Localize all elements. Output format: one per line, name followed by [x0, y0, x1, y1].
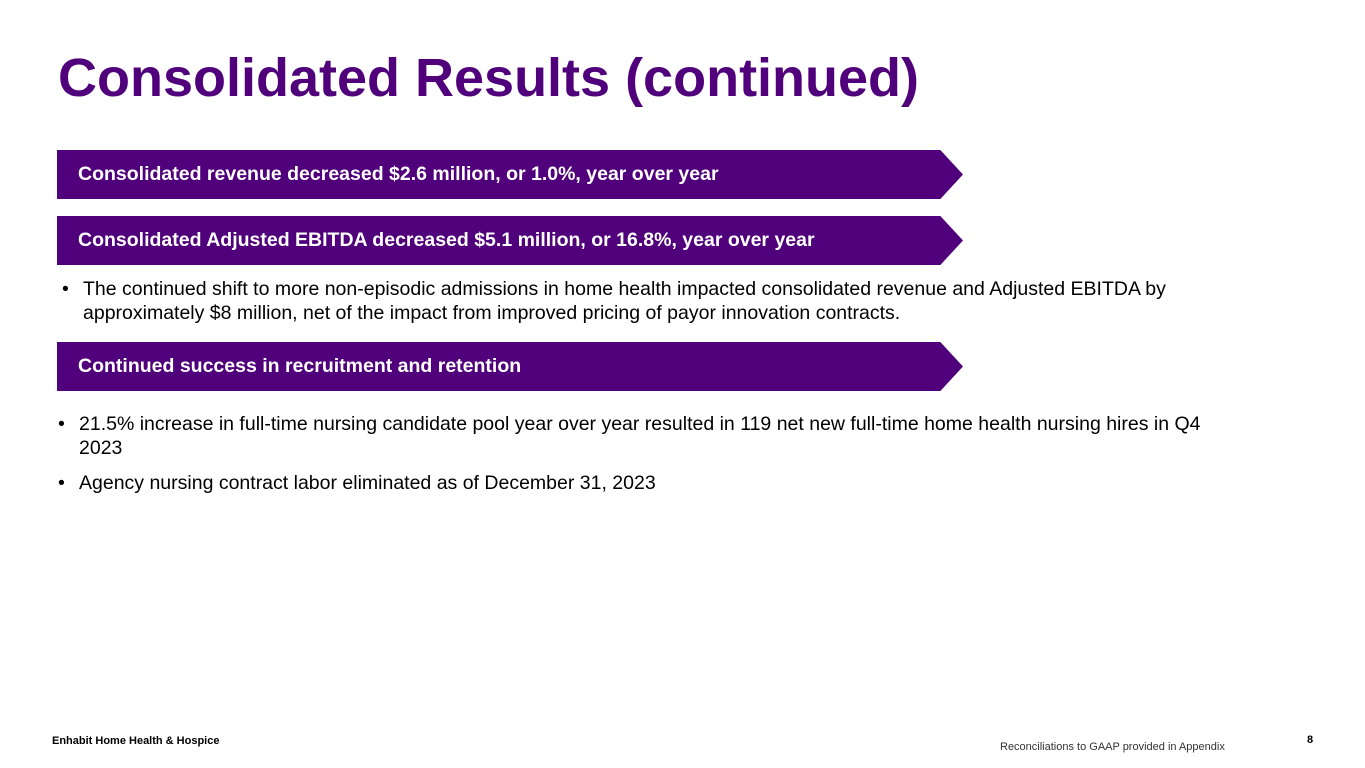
page-number: 8 [1307, 734, 1314, 746]
bullet-text: Agency nursing contract labor eliminated… [79, 472, 656, 494]
banner-revenue: Consolidated revenue decreased $2.6 mill… [57, 150, 963, 199]
bullet-text: 21.5% increase in full-time nursing cand… [79, 413, 1201, 459]
banner-adjusted-ebitda: Consolidated Adjusted EBITDA decreased $… [57, 216, 963, 265]
footer-company-name: Enhabit Home Health & Hospice [52, 735, 220, 747]
bullet-symbol: • [58, 472, 65, 494]
bullet-item: • 21.5% increase in full-time nursing ca… [58, 412, 1218, 460]
footer-note: Reconciliations to GAAP provided in Appe… [1000, 741, 1225, 753]
bullet-symbol: • [62, 278, 69, 300]
banner-recruitment: Continued success in recruitment and ret… [57, 342, 963, 391]
bullet-item: • The continued shift to more non-episod… [62, 277, 1192, 325]
slide-title: Consolidated Results (continued) [58, 48, 920, 108]
bullet-list-ebitda: • The continued shift to more non-episod… [62, 277, 1192, 325]
bullet-symbol: • [58, 413, 65, 435]
bullet-text: The continued shift to more non-episodic… [83, 278, 1166, 324]
bullet-item: • Agency nursing contract labor eliminat… [58, 471, 1218, 495]
bullet-list-recruitment: • 21.5% increase in full-time nursing ca… [58, 412, 1218, 495]
